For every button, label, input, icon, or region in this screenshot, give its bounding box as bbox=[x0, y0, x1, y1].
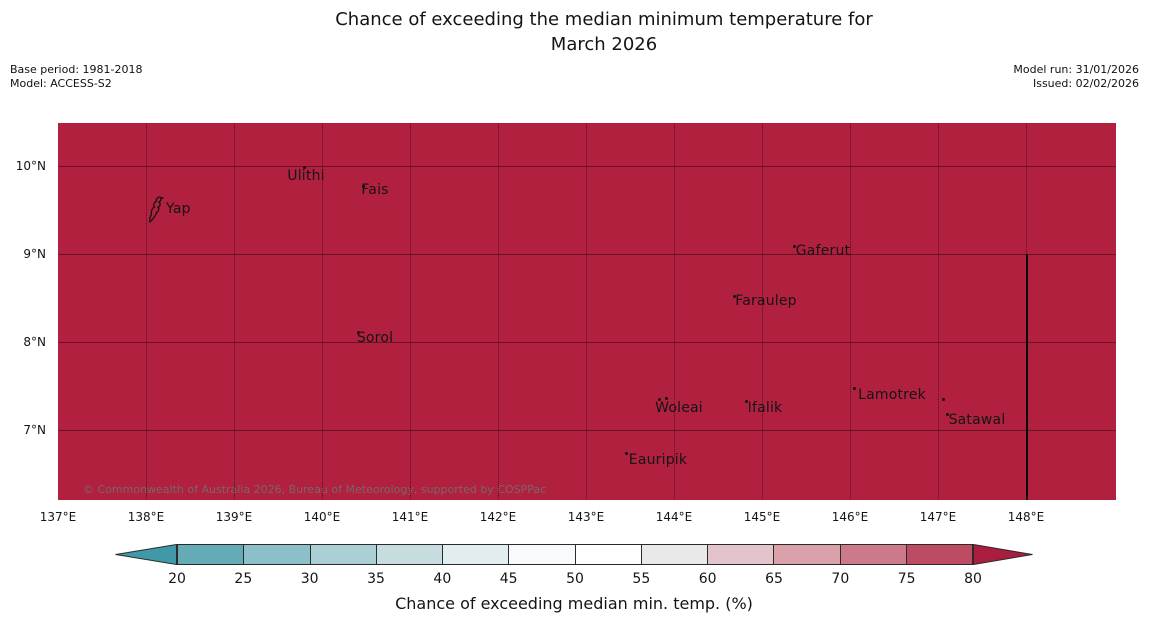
colorbar-tick-value: 20 bbox=[168, 571, 186, 587]
colorbar-segments bbox=[177, 544, 973, 565]
x-axis-tick-label: 140°E bbox=[303, 510, 341, 524]
longitude-gridline bbox=[146, 123, 147, 500]
longitude-gridline bbox=[322, 123, 323, 500]
x-axis-tick-label: 145°E bbox=[743, 510, 781, 524]
page-title: Chance of exceeding the median minimum t… bbox=[58, 7, 1150, 57]
latitude-gridline bbox=[58, 254, 1116, 255]
base-period-text: Base period: 1981-2018 bbox=[10, 63, 143, 76]
y-axis-tick-label: 10°N bbox=[15, 159, 46, 173]
longitude-gridline bbox=[762, 123, 763, 500]
longitude-gridline bbox=[674, 123, 675, 500]
island-marker-dot bbox=[853, 387, 856, 390]
page-title-line1: Chance of exceeding the median minimum t… bbox=[335, 9, 873, 30]
x-axis-tick-label: 137°E bbox=[39, 510, 77, 524]
island-marker-dot bbox=[793, 245, 796, 248]
colorbar-segment bbox=[443, 545, 510, 564]
x-axis-tick-label: 139°E bbox=[215, 510, 253, 524]
x-axis-tick-label: 144°E bbox=[655, 510, 693, 524]
x-axis-tick-label: 147°E bbox=[919, 510, 957, 524]
colorbar-tick-value: 35 bbox=[367, 571, 385, 587]
latitude-gridline bbox=[58, 430, 1116, 431]
colorbar-tick-value: 65 bbox=[765, 571, 783, 587]
colorbar-segment bbox=[376, 545, 443, 564]
place-label-satawal: Satawal bbox=[948, 412, 1006, 428]
place-label-sorol: Sorol bbox=[356, 330, 394, 346]
island-marker-dot bbox=[733, 295, 736, 298]
colorbar-segment bbox=[906, 545, 972, 564]
colorbar-tick-value: 60 bbox=[698, 571, 717, 587]
island-marker-dot bbox=[303, 166, 306, 169]
place-label-lamotrek: Lamotrek bbox=[858, 387, 926, 403]
island-marker-dot bbox=[665, 397, 668, 400]
colorbar-segment bbox=[774, 545, 841, 564]
place-label-ifalik: Ifalik bbox=[747, 400, 783, 416]
colorbar-tick-value: 70 bbox=[831, 571, 850, 587]
colorbar-segment bbox=[708, 545, 775, 564]
x-axis-tick-label: 138°E bbox=[127, 510, 165, 524]
colorbar: 20 25 30 35 40 45 50 55 60 65 70 75 80 Chance of exc… bbox=[115, 544, 1033, 624]
colorbar-tick-value: 25 bbox=[234, 571, 253, 587]
colorbar-segment bbox=[840, 545, 907, 564]
colorbar-segment bbox=[575, 545, 642, 564]
x-axis-tick-label: 143°E bbox=[567, 510, 605, 524]
longitude-gridline bbox=[938, 123, 939, 500]
colorbar-tick-value: 50 bbox=[566, 571, 584, 587]
issued-date-text: Issued: 02/02/2026 bbox=[1032, 77, 1139, 90]
island-marker-dot bbox=[946, 413, 949, 416]
colorbar-tick-value: 75 bbox=[897, 571, 916, 587]
place-label-fais: Fais bbox=[361, 182, 389, 198]
latitude-gridline bbox=[58, 166, 1116, 167]
model-name-text: Model: ACCESS-S2 bbox=[10, 77, 112, 90]
y-axis-tick-label: 8°N bbox=[23, 335, 46, 349]
place-label-woleai: Woleai bbox=[655, 400, 703, 416]
model-run-text: Model run: 31/01/2026 bbox=[1013, 63, 1139, 76]
colorbar-tick-value: 30 bbox=[300, 571, 319, 587]
colorbar-over-arrow bbox=[973, 544, 1033, 565]
colorbar-segment bbox=[509, 545, 576, 564]
island-marker-dot bbox=[658, 398, 661, 401]
meta-right-block: Model run: 31/01/2026 Issued: 02/02/2026 bbox=[1013, 63, 1139, 91]
x-axis-tick-label: 146°E bbox=[831, 510, 869, 524]
island-marker-dot bbox=[362, 185, 365, 188]
longitude-gridline bbox=[410, 123, 411, 500]
y-axis-tick-label: 7°N bbox=[23, 423, 46, 437]
place-label-eauripik: Eauripik bbox=[628, 452, 688, 468]
map-plot-area: © Commonwealth of Australia 2026, Bureau… bbox=[58, 123, 1116, 500]
colorbar-segment bbox=[178, 545, 245, 564]
colorbar-tick-value: 55 bbox=[632, 571, 651, 587]
y-axis-tick-label: 9°N bbox=[23, 247, 46, 261]
map-boundary-line bbox=[1026, 254, 1028, 500]
meta-left-block: Base period: 1981-2018 Model: ACCESS-S2 bbox=[10, 63, 142, 91]
longitude-gridline bbox=[850, 123, 851, 500]
x-axis-tick-label: 141°E bbox=[391, 510, 429, 524]
page-title-line2: March 2026 bbox=[550, 34, 658, 55]
place-label-yap: Yap bbox=[166, 201, 191, 217]
place-label-faraulep: Faraulep bbox=[735, 293, 797, 309]
copyright-text: © Commonwealth of Australia 2026, Bureau… bbox=[83, 483, 547, 496]
colorbar-segment bbox=[310, 545, 377, 564]
island-marker-dot bbox=[625, 452, 628, 455]
x-axis-tick-label: 148°E bbox=[1007, 510, 1045, 524]
place-label-gaferut: Gaferut bbox=[795, 243, 851, 259]
island-marker-dot bbox=[745, 400, 748, 403]
colorbar-under-arrow bbox=[115, 544, 177, 565]
island-marker-dot bbox=[357, 331, 360, 334]
colorbar-tick-value: 45 bbox=[499, 571, 518, 587]
colorbar-segment bbox=[244, 545, 311, 564]
colorbar-tick-value: 40 bbox=[433, 571, 452, 587]
colorbar-tick-value: 80 bbox=[964, 571, 982, 587]
longitude-gridline bbox=[586, 123, 587, 500]
yap-island-icon bbox=[149, 196, 164, 224]
place-label-ulithi: Ulithi bbox=[287, 168, 325, 184]
colorbar-label: Chance of exceeding median min. temp. (%… bbox=[395, 594, 753, 613]
latitude-gridline bbox=[58, 342, 1116, 343]
longitude-gridline bbox=[234, 123, 235, 500]
x-axis-tick-label: 142°E bbox=[479, 510, 517, 524]
longitude-gridline bbox=[498, 123, 499, 500]
colorbar-segment bbox=[641, 545, 708, 564]
island-marker-dot bbox=[942, 398, 945, 401]
